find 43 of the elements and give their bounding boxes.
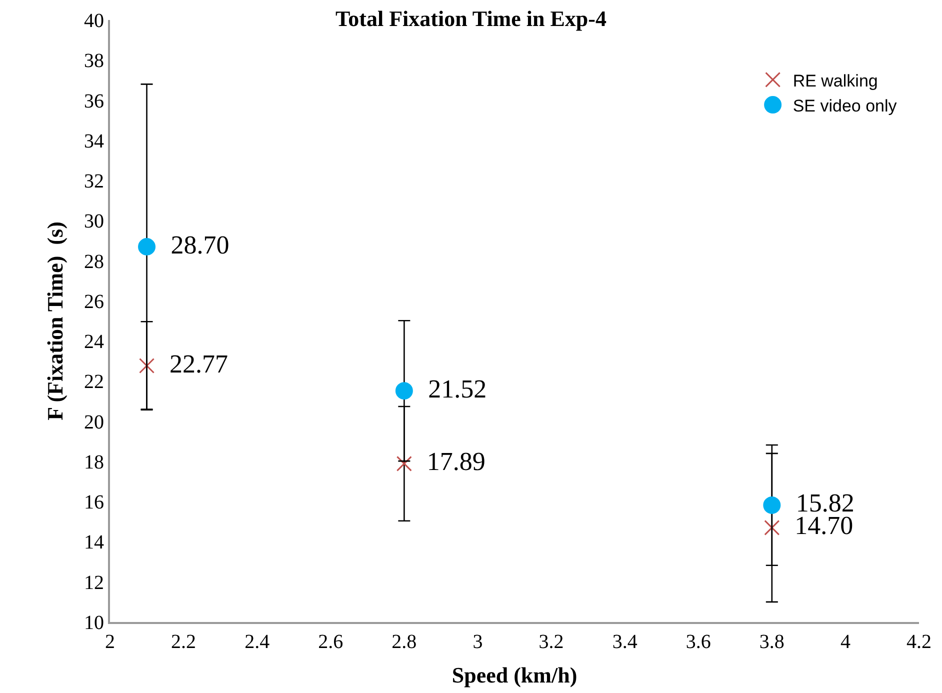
y-tick-label: 18 [84, 451, 104, 474]
y-tick-label: 22 [84, 371, 104, 394]
data-label: 21.52 [415, 374, 487, 404]
legend-label: RE walking [792, 71, 878, 90]
y-tick-label: 38 [84, 50, 104, 72]
x-tick-label: 2.2 [171, 631, 196, 653]
x-tick-label: 3 [472, 631, 483, 653]
x-tick-label: 4.2 [906, 631, 932, 653]
x-tick-label: 3.2 [538, 631, 564, 653]
x-tick-label: 2.6 [318, 631, 344, 653]
legend-label: SE video only [792, 96, 898, 116]
point [138, 238, 156, 256]
x-tick-label: 3.8 [759, 631, 784, 653]
y-tick-label: 10 [84, 612, 104, 634]
y-tick-label: 32 [84, 170, 104, 193]
point [764, 520, 780, 536]
y-tick-label: 36 [84, 90, 104, 112]
y-tick-label: 26 [84, 290, 104, 313]
y-tick-label: 40 [84, 10, 104, 32]
point [763, 496, 781, 514]
x-tick-label: 3.6 [686, 631, 711, 653]
y-tick-label: 30 [84, 210, 104, 233]
x-axis-title: Speed (km/h) [452, 662, 578, 688]
y-tick-label: 16 [84, 492, 104, 514]
x-tick-label: 2 [105, 631, 115, 653]
point [396, 456, 412, 472]
y-tick-label: 28 [84, 250, 104, 273]
chart-title: Total Fixation Time in Exp-4 [336, 6, 606, 31]
point [395, 382, 413, 400]
data-label: 28.70 [158, 230, 230, 260]
point [139, 358, 155, 374]
y-tick-label: 14 [84, 532, 104, 554]
data-label: 22.77 [156, 349, 228, 378]
x-tick-label: 4 [840, 631, 850, 653]
y-tick-label: 12 [84, 572, 104, 594]
x-tick-label: 2.4 [244, 631, 270, 653]
x-tick-label: 3.4 [612, 631, 638, 653]
y-tick-label: 24 [84, 331, 104, 354]
y-tick-label: 20 [84, 411, 104, 434]
y-tick-label: 34 [84, 130, 104, 152]
y-axis-title: F (Fixation Time) (s) [42, 222, 68, 420]
x-tick-label: 2.8 [392, 631, 417, 653]
data-label: 17.89 [414, 447, 486, 476]
